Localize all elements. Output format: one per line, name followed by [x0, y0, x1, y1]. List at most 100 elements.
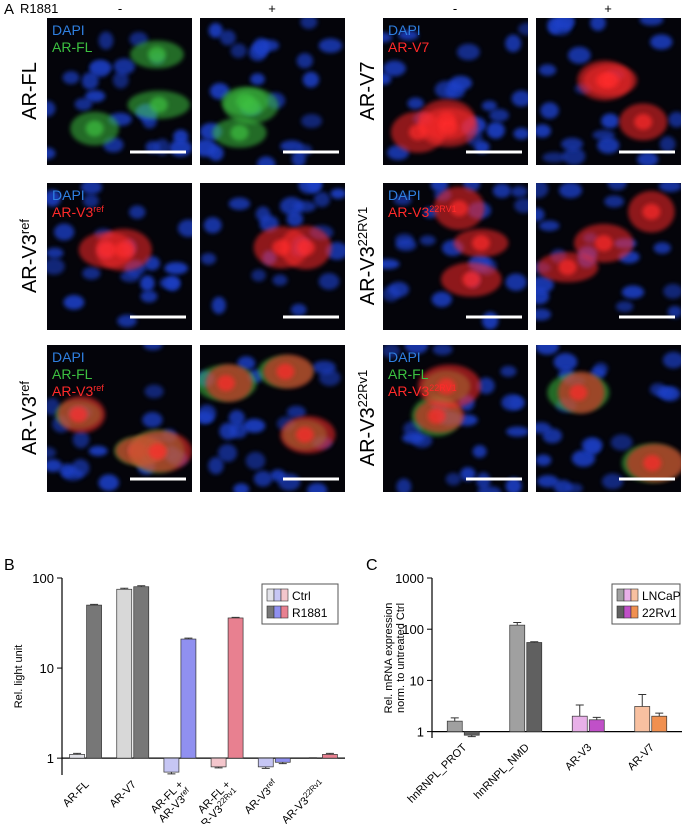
label-sup: 22RV1 [355, 207, 370, 247]
label-sup: ref [17, 219, 32, 235]
legend-swatch [273, 588, 282, 602]
bar [588, 719, 605, 732]
row-label: AR-FL [19, 62, 41, 120]
error-bar [120, 587, 129, 590]
nucleus [393, 195, 412, 206]
x-tick-label: AR-FL +AR-V322Rv1 [185, 778, 242, 824]
micrograph [47, 345, 192, 492]
nucleus [88, 445, 108, 456]
nucleus [228, 197, 251, 210]
nucleus [419, 235, 436, 246]
nucleus [540, 102, 559, 119]
nucleus [430, 183, 449, 192]
nucleus [663, 283, 681, 299]
nucleus [53, 223, 75, 241]
nucleus [662, 351, 681, 369]
error-bar [261, 766, 270, 769]
cell-nucleus [149, 96, 168, 113]
nucleus [383, 259, 400, 270]
nucleus [562, 147, 586, 165]
nucleus [506, 426, 528, 437]
nucleus [432, 345, 453, 356]
cell-nucleus [427, 407, 446, 424]
stain-label: DAPI [388, 22, 421, 38]
label-text: AR-V3 [357, 246, 379, 305]
cell-nucleus [114, 241, 133, 258]
nucleus [398, 30, 419, 41]
cell-nucleus [297, 239, 316, 256]
micrograph [200, 18, 345, 165]
nucleus [567, 46, 591, 64]
nucleus [140, 275, 155, 292]
nucleus [639, 18, 664, 26]
y-tick-label: 1 [417, 725, 424, 740]
legend-swatch [266, 605, 275, 619]
stain-label: AR-FL [388, 366, 429, 382]
stain-label: DAPI [388, 349, 421, 365]
nucleus [538, 64, 557, 76]
nucleus [536, 207, 545, 222]
nucleus [307, 482, 328, 492]
label-text: AR-V7 [357, 62, 379, 121]
stain-label: AR-V322RV1 [388, 383, 457, 399]
stain-label: DAPI [388, 187, 421, 203]
error-bar [325, 752, 334, 755]
legend-label: LNCaP [642, 589, 681, 603]
cells [536, 183, 681, 321]
cell-nucleus [439, 119, 458, 136]
nucleus [500, 365, 517, 377]
nucleus [561, 137, 584, 151]
nucleus [177, 219, 192, 237]
cell-nucleus [217, 375, 236, 392]
nucleus [257, 156, 276, 165]
nucleus [404, 345, 429, 354]
nucleus [47, 100, 56, 117]
stain-label: AR-V322RV1 [388, 204, 457, 220]
nucleus [200, 252, 217, 265]
nucleus [615, 301, 634, 313]
cell-nucleus [601, 72, 620, 89]
nucleus [509, 396, 526, 410]
x-tick-label: AR-FL [61, 779, 92, 810]
condition-label: - [118, 1, 122, 16]
nucleus [98, 31, 114, 50]
y-tick-label: 10 [410, 673, 424, 688]
nucleus [233, 483, 250, 492]
nucleus [637, 152, 659, 165]
nucleus [607, 183, 627, 191]
nucleus [142, 412, 163, 428]
x-tick-label: AR-V7 [107, 779, 138, 810]
nucleus [492, 183, 512, 198]
row-label: AR-V7 [357, 62, 379, 121]
nucleus [47, 446, 57, 459]
cells [47, 345, 192, 491]
y-tick-label: 100 [32, 571, 54, 586]
x-tick-label: AR-V322Rv1 [278, 776, 328, 824]
label-text: DAPI [388, 349, 421, 365]
nucleus [514, 198, 528, 214]
bar [210, 757, 227, 768]
stain-label: AR-V7 [388, 39, 429, 55]
nucleus [388, 281, 410, 298]
error-bar [231, 616, 240, 618]
error-bar [137, 585, 146, 587]
nucleus [293, 200, 317, 213]
x-tick-label: AR-V7 [625, 742, 656, 773]
nucleus [601, 473, 624, 490]
label-text: AR-V3 [52, 383, 93, 399]
bar [116, 588, 133, 759]
micrograph [383, 183, 528, 330]
nucleus [456, 43, 480, 61]
micrograph [383, 345, 528, 492]
nucleus [47, 147, 56, 160]
error-bar [513, 622, 522, 626]
legend-swatch [280, 588, 289, 602]
row-label: AR-V322RV1 [355, 207, 380, 305]
legend-swatch [266, 588, 275, 602]
panel-label: A [4, 1, 14, 18]
condition-label: + [604, 1, 612, 16]
nucleus [431, 291, 452, 308]
label-text: DAPI [388, 187, 421, 203]
y-axis-label: norm. to untreated Ctrl [395, 603, 407, 713]
nucleus [553, 353, 578, 371]
